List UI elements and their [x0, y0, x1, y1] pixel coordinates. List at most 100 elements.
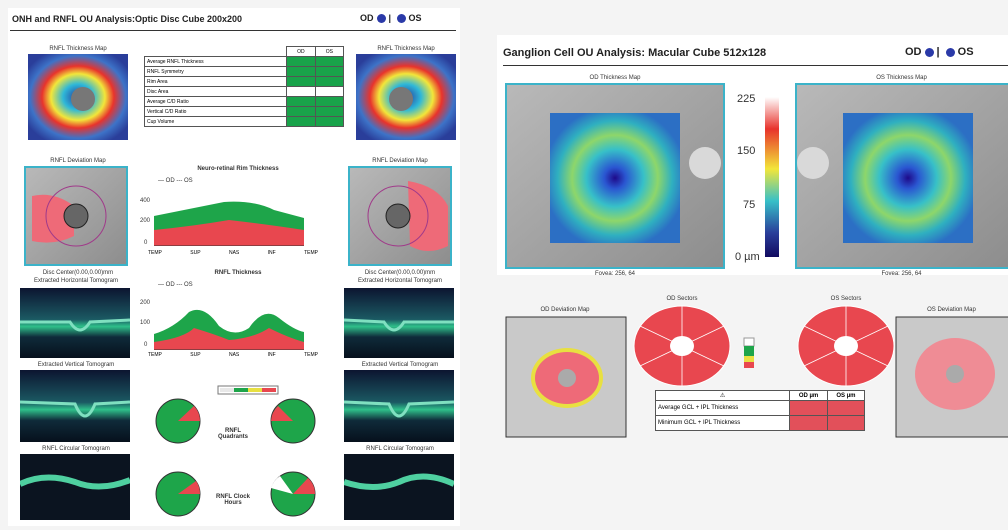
row-label: Cup Volume	[145, 117, 287, 127]
gcl-panel: Ganglion Cell OU Analysis: Macular Cube …	[497, 35, 1008, 275]
od-label: OD	[905, 46, 922, 58]
report-screenshot: ONH and RNFL OU Analysis:Optic Disc Cube…	[0, 0, 1008, 530]
legend: — OD --- OS	[158, 178, 193, 184]
os-label: OS	[409, 13, 422, 23]
x-tick: TEMP	[148, 352, 162, 358]
os-thickness-map	[795, 83, 1008, 269]
y-tick: 0	[144, 240, 147, 246]
legend: — OD --- OS	[158, 282, 193, 288]
map-label: OS Sectors	[796, 296, 896, 302]
x-tick: TEMP	[304, 352, 318, 358]
caption: Disc Center(0.00,0.00)mm	[348, 270, 452, 276]
row-label: Average RNFL Thickness	[145, 57, 287, 67]
row-label: Minimum GCL + IPL Thickness	[656, 416, 790, 431]
chart-title: RNFL Clock Hours	[213, 494, 253, 506]
caption: Extracted Horizontal Tomogram	[22, 278, 130, 284]
row-label: Average C/D Ratio	[145, 97, 287, 107]
color-scale	[765, 97, 779, 257]
y-tick: 100	[140, 320, 150, 326]
x-tick: SUP	[190, 352, 200, 358]
legend-item: OS	[184, 178, 193, 184]
caption: RNFL Circular Tomogram	[22, 446, 130, 452]
x-tick: NAS	[229, 250, 239, 256]
od-thickness-map	[505, 83, 725, 269]
row-label: Rim Area	[145, 77, 287, 87]
map-label: RNFL Deviation Map	[348, 158, 452, 164]
row-label: Disc Area	[145, 87, 287, 97]
rim-plot	[154, 196, 304, 246]
row-label: Vertical C/D Ratio	[145, 107, 287, 117]
od-vertical-tomogram	[20, 370, 130, 442]
col-header: OD µm	[790, 391, 828, 401]
col-header: OS µm	[827, 391, 864, 401]
x-tick: TEMP	[148, 250, 162, 256]
map-label: OS Thickness Map	[795, 75, 1008, 81]
eye-legend: OD| OS	[360, 13, 422, 23]
scale-label: 150	[737, 145, 755, 157]
caption: Fovea: 256, 64	[795, 271, 1008, 277]
map-label: OD Deviation Map	[505, 307, 625, 313]
y-tick: 400	[140, 198, 150, 204]
caption: Extracted Vertical Tomogram	[346, 362, 454, 368]
y-tick: 200	[140, 300, 150, 306]
rule	[10, 30, 456, 31]
onh-panel: ONH and RNFL OU Analysis:Optic Disc Cube…	[8, 8, 460, 526]
map-label: OS Deviation Map	[895, 307, 1008, 313]
x-ticks: TEMP SUP NAS INF TEMP	[148, 250, 318, 256]
legend-item: OD	[166, 178, 175, 184]
map-label: OD Sectors	[632, 296, 732, 302]
y-tick: 0	[144, 342, 147, 348]
chart-title: RNFL Thickness	[148, 270, 328, 276]
caption: Fovea: 256, 64	[505, 271, 725, 277]
map-label: RNFL Deviation Map	[26, 158, 130, 164]
legend-item: OS	[184, 282, 193, 288]
caption: RNFL Circular Tomogram	[346, 446, 454, 452]
x-tick: NAS	[229, 352, 239, 358]
os-circular-tomogram	[344, 454, 454, 520]
map-label: RNFL Thickness Map	[356, 46, 456, 52]
scale-label: 225	[737, 93, 755, 105]
caption: Extracted Vertical Tomogram	[22, 362, 130, 368]
scale-label: 0 µm	[735, 251, 760, 263]
row-label: RNFL Symmetry	[145, 67, 287, 77]
y-tick: 200	[140, 218, 150, 224]
od-deviation-map	[24, 166, 128, 266]
rnfl-plot	[154, 298, 304, 350]
os-sectors	[796, 304, 896, 388]
row-label: Average GCL + IPL Thickness	[656, 401, 790, 416]
os-deviation-map	[348, 166, 452, 266]
caption: Disc Center(0.00,0.00)mm	[26, 270, 130, 276]
chart-title: Neuro-retinal Rim Thickness	[148, 166, 328, 172]
x-ticks: TEMP SUP NAS INF TEMP	[148, 352, 318, 358]
od-sectors	[632, 304, 732, 388]
map-label: OD Thickness Map	[505, 75, 725, 81]
panel-title: ONH and RNFL OU Analysis:Optic Disc Cube…	[12, 14, 242, 24]
rule	[503, 65, 1008, 66]
col-header: OS	[315, 47, 343, 57]
x-tick: INF	[268, 250, 276, 256]
x-tick: SUP	[190, 250, 200, 256]
od-deviation-map	[505, 316, 627, 438]
scale-label: 75	[743, 199, 755, 211]
od-rnfl-thickness-map	[28, 54, 128, 140]
os-label: OS	[958, 46, 974, 58]
legend-item: OD	[166, 282, 175, 288]
map-label: RNFL Thickness Map	[28, 46, 128, 52]
od-horizontal-tomogram	[20, 288, 130, 358]
od-label: OD	[360, 13, 374, 23]
normative-legend	[740, 320, 780, 380]
os-horizontal-tomogram	[344, 288, 454, 358]
col-header: OD	[286, 47, 315, 57]
caption: Extracted Horizontal Tomogram	[346, 278, 454, 284]
os-vertical-tomogram	[344, 370, 454, 442]
od-circular-tomogram	[20, 454, 130, 520]
panel-title: Ganglion Cell OU Analysis: Macular Cube …	[503, 47, 766, 59]
os-deviation-map	[895, 316, 1008, 438]
x-tick: INF	[268, 352, 276, 358]
x-tick: TEMP	[304, 250, 318, 256]
chart-title: RNFL Quadrants	[213, 428, 253, 440]
eye-legend: OD| OS	[905, 46, 974, 58]
os-rnfl-thickness-map	[356, 54, 456, 140]
